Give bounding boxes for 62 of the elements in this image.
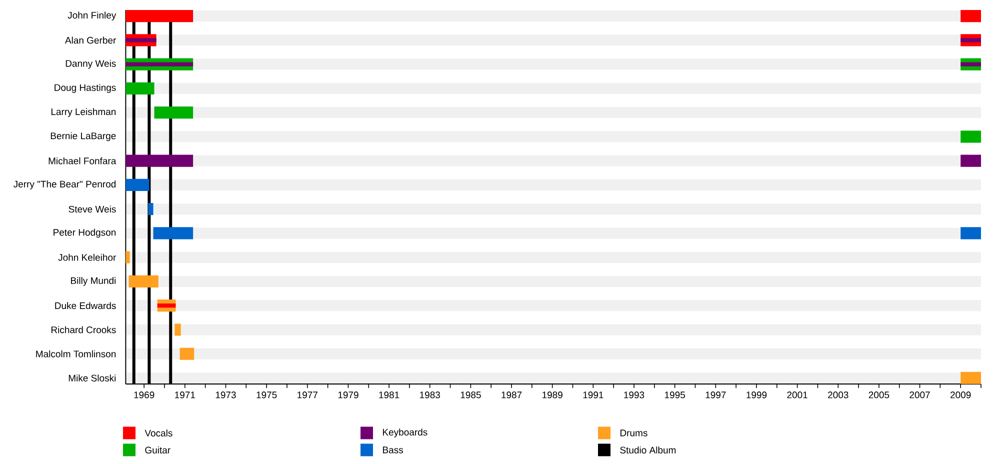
bar xyxy=(960,372,982,384)
y-tick-label: Michael Fonfara xyxy=(48,157,116,164)
legend-label: Guitar xyxy=(145,446,170,454)
legend-label: Studio Album xyxy=(620,446,676,454)
y-tick-label: Steve Weis xyxy=(68,206,116,213)
y-tick-label: Richard Crooks xyxy=(52,326,116,334)
x-tick-label: 1983 xyxy=(420,392,440,398)
x-tick-label: 1985 xyxy=(460,392,481,398)
bar xyxy=(960,62,982,66)
legend-label: Vocals xyxy=(144,430,172,436)
x-tick-label: 1977 xyxy=(298,392,318,398)
legend-label: Bass xyxy=(382,446,403,454)
y-tick-label: Jerry "The Bear" Penrod xyxy=(13,180,116,190)
x-tick-label: 1969 xyxy=(134,392,154,398)
y-tick-label: Malcolm Tomlinson xyxy=(36,350,116,358)
bar xyxy=(126,62,194,66)
y-tick-label: Bernie LaBarge xyxy=(50,132,116,142)
x-tick-label: 2009 xyxy=(950,392,971,398)
y-tick-label: Alan Gerber xyxy=(64,36,116,44)
bar xyxy=(960,130,982,143)
x-tick-label: 1989 xyxy=(542,392,562,398)
bar xyxy=(174,324,181,336)
bar xyxy=(960,227,982,240)
bar xyxy=(126,82,154,94)
bar xyxy=(128,275,158,288)
x-tick-label: 1973 xyxy=(216,392,236,398)
bar xyxy=(126,178,150,191)
legend-label: Drums xyxy=(620,430,648,436)
x-tick-label: 2007 xyxy=(910,392,930,398)
bar xyxy=(960,38,982,42)
x-tick-label: 2001 xyxy=(787,392,808,398)
bar xyxy=(154,106,194,119)
bar xyxy=(126,251,130,264)
y-tick-label: Peter Hodgson xyxy=(54,228,116,238)
bar xyxy=(126,154,194,167)
bar xyxy=(126,10,194,22)
y-tick-label: Danny Weis xyxy=(66,60,116,69)
x-tick-label: 1993 xyxy=(624,392,644,398)
x-tick-label: 1999 xyxy=(746,392,767,398)
y-tick-label: Billy Mundi xyxy=(71,277,116,286)
y-tick-label: Larry Leishman xyxy=(51,108,116,117)
x-tick-label: 1991 xyxy=(583,392,604,398)
x-tick-label: 2005 xyxy=(868,392,890,398)
y-tick-label: John Keleihor xyxy=(58,254,116,261)
y-tick-label: Duke Edwards xyxy=(55,302,116,310)
x-tick-label: 1995 xyxy=(664,392,685,398)
bar xyxy=(148,203,154,216)
legend-label: Keyboards xyxy=(382,428,428,438)
bar xyxy=(153,227,194,240)
x-tick-label: 1997 xyxy=(706,392,726,398)
x-tick-label: 1975 xyxy=(256,392,277,398)
bar xyxy=(960,10,982,22)
y-tick-label: Mike Sloski xyxy=(68,374,116,382)
bar xyxy=(126,38,156,42)
x-tick-label: 2003 xyxy=(828,392,848,398)
y-tick-label: John Finley xyxy=(68,12,116,20)
x-tick-label: 1979 xyxy=(338,392,358,398)
x-tick-label: 1987 xyxy=(502,392,522,398)
bar xyxy=(180,348,194,360)
x-tick-label: 1971 xyxy=(175,392,195,398)
x-tick-label: 1981 xyxy=(379,392,400,398)
y-tick-label: Doug Hastings xyxy=(54,84,116,93)
